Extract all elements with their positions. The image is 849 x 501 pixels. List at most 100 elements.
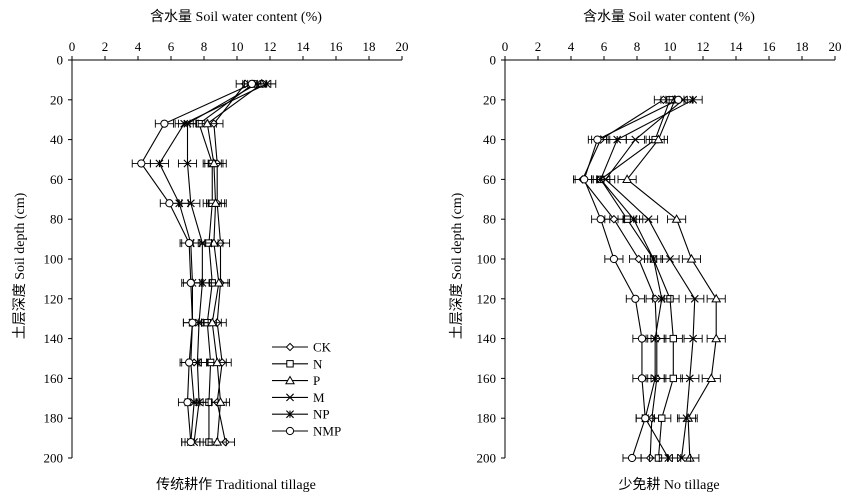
x-tick-label: 14 xyxy=(297,39,311,54)
data-point-nmp xyxy=(186,437,195,447)
series-nmp xyxy=(574,95,688,463)
data-point-m xyxy=(644,215,653,224)
data-point-np xyxy=(180,119,189,128)
data-point-p xyxy=(653,134,664,144)
y-tick-label: 80 xyxy=(483,212,496,227)
legend-label-m: M xyxy=(313,390,325,405)
data-point-m xyxy=(682,414,691,423)
data-point-nmp xyxy=(186,278,195,287)
y-tick-label: 200 xyxy=(44,451,64,466)
data-point-p xyxy=(711,293,722,303)
y-axis-title: 土层深度 Soil depth (cm) xyxy=(449,192,465,339)
x-tick-label: 20 xyxy=(396,39,409,54)
y-tick-label: 180 xyxy=(44,411,64,426)
data-point-p xyxy=(622,174,633,183)
series-p xyxy=(617,94,726,462)
data-point-np xyxy=(262,79,271,88)
data-point-nmp xyxy=(627,453,637,463)
y-tick-label: 20 xyxy=(483,92,496,107)
x-tick-label: 16 xyxy=(763,39,777,54)
series-np xyxy=(149,79,277,447)
data-point-nmp xyxy=(137,159,146,168)
data-point-p xyxy=(686,253,697,263)
y-tick-label: 140 xyxy=(477,331,497,346)
series-ck xyxy=(204,79,255,447)
x-tick-label: 16 xyxy=(330,39,344,54)
legend-label-nmp: NMP xyxy=(313,424,341,439)
data-point-nmp xyxy=(185,358,194,367)
y-tick-label: 0 xyxy=(490,53,497,68)
x-tick-label: 0 xyxy=(69,39,76,54)
x-axis-title: 含水量 Soil water content (%) xyxy=(583,9,755,25)
data-point-p xyxy=(684,452,695,462)
data-point-n xyxy=(669,334,677,343)
data-point-m xyxy=(631,135,640,144)
series-line xyxy=(604,99,696,459)
legend-marker-p xyxy=(285,375,295,385)
x-tick-label: 10 xyxy=(231,39,244,54)
y-tick-label: 40 xyxy=(50,132,63,147)
y-axis-title: 土层深度 Soil depth (cm) xyxy=(12,192,28,339)
y-tick-label: 140 xyxy=(44,331,64,346)
x-tick-label: 2 xyxy=(102,39,109,54)
x-axis-title: 含水量 Soil water content (%) xyxy=(150,9,322,25)
y-tick-label: 20 xyxy=(50,92,63,107)
series-line xyxy=(626,99,717,459)
x-tick-label: 6 xyxy=(601,39,608,54)
data-point-p xyxy=(202,118,213,128)
legend-marker-ck xyxy=(285,342,295,352)
x-tick-label: 4 xyxy=(135,39,142,54)
data-point-nmp xyxy=(188,318,197,327)
x-tick-label: 6 xyxy=(168,39,175,54)
legend-label-ck: CK xyxy=(313,340,332,355)
panel-caption: 传统耕作 Traditional tillage xyxy=(156,476,316,493)
data-point-ck xyxy=(634,254,643,264)
data-point-m xyxy=(666,255,674,263)
series-line xyxy=(186,83,258,443)
data-point-np xyxy=(664,454,673,462)
y-tick-label: 120 xyxy=(44,291,64,306)
series-line xyxy=(158,83,267,443)
legend-marker-m xyxy=(286,393,294,402)
data-point-nmp xyxy=(165,199,174,208)
panel-caption: 少免耕 No tillage xyxy=(618,476,719,493)
series-line xyxy=(213,83,246,443)
data-point-nmp xyxy=(185,238,194,248)
y-tick-label: 40 xyxy=(483,132,496,147)
series-line xyxy=(581,99,664,459)
y-tick-label: 60 xyxy=(483,172,496,187)
series-line xyxy=(140,83,253,443)
data-point-nmp xyxy=(637,374,647,383)
series-line xyxy=(600,99,694,459)
x-tick-label: 14 xyxy=(730,39,744,54)
data-point-p xyxy=(208,158,219,168)
series-line xyxy=(583,99,679,459)
legend-label-n: N xyxy=(313,356,323,371)
data-point-p xyxy=(212,357,223,367)
data-point-np xyxy=(613,135,622,144)
series-line xyxy=(599,99,674,459)
data-point-nmp xyxy=(580,175,589,184)
data-point-nmp xyxy=(637,334,647,343)
x-tick-label: 0 xyxy=(502,39,509,54)
data-point-m xyxy=(690,294,699,303)
x-tick-label: 8 xyxy=(201,39,208,54)
legend-marker-np xyxy=(286,410,294,419)
y-tick-label: 80 xyxy=(50,212,63,227)
panel-traditional-tillage: 含水量 Soil water content (%) 土层深度 Soil dep… xyxy=(12,9,409,493)
legend-label-np: NP xyxy=(313,407,330,422)
data-point-p xyxy=(212,436,223,446)
data-point-n xyxy=(669,374,677,383)
panel-no-tillage: 含水量 Soil water content (%) 土层深度 Soil dep… xyxy=(449,9,842,493)
x-tick-label: 10 xyxy=(664,39,677,54)
x-tick-label: 12 xyxy=(264,39,277,54)
y-tick-label: 200 xyxy=(477,451,497,466)
x-tick-label: 12 xyxy=(697,39,710,54)
data-point-nmp xyxy=(247,79,256,88)
data-point-np xyxy=(155,159,164,168)
data-point-n xyxy=(658,414,666,422)
y-tick-label: 180 xyxy=(477,411,497,426)
series-line xyxy=(198,83,254,443)
